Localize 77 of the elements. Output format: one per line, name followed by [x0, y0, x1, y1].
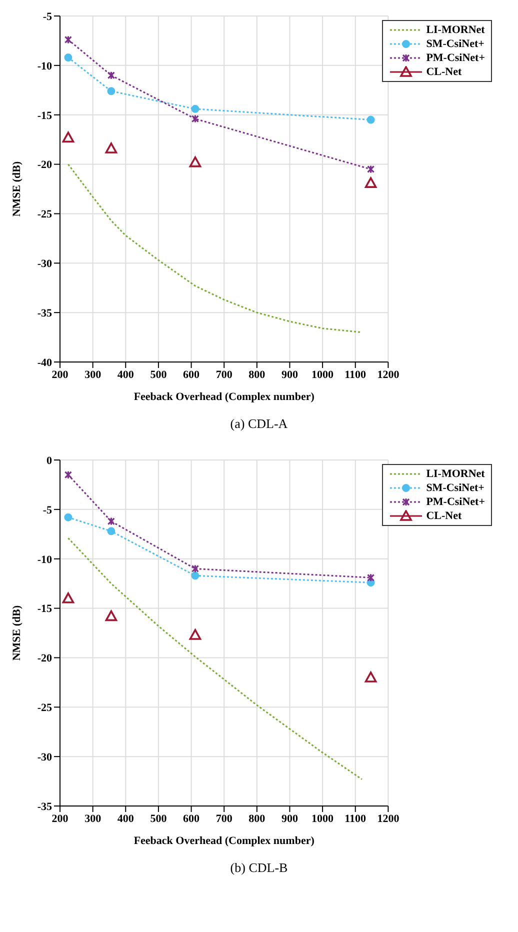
y-tick-label: -20: [37, 159, 52, 172]
point: [364, 177, 377, 188]
point: [364, 672, 377, 682]
point: [189, 629, 202, 640]
legend-label: SM-CsiNet+: [426, 482, 484, 494]
x-tick-label: 500: [150, 812, 168, 825]
x-tick-label: 300: [84, 812, 102, 825]
x-tick-label: 200: [52, 368, 69, 381]
y-tick-label: -25: [37, 702, 52, 714]
x-tick-label: 1000: [312, 812, 334, 825]
point: [191, 114, 200, 124]
y-tick-label: -15: [37, 603, 52, 616]
x-tick-label: 300: [84, 368, 102, 381]
x-tick-label: 400: [117, 368, 134, 381]
point: [62, 132, 74, 142]
point: [366, 164, 375, 174]
x-tick-label: 1100: [344, 812, 367, 825]
x-tick-label: 600: [183, 368, 200, 381]
point: [64, 54, 72, 62]
x-tick-label: 700: [216, 812, 233, 825]
legend-label: PM-CsiNet+: [426, 52, 485, 64]
y-tick-label: -25: [37, 208, 52, 221]
x-tick-label: 1200: [377, 812, 400, 825]
y-tick-label: -35: [37, 800, 52, 813]
y-tick-label: -30: [37, 751, 52, 764]
legend-label: LI-MORNet: [426, 24, 485, 36]
y-tick-label: -5: [42, 10, 52, 23]
x-tick-label: 200: [52, 812, 69, 825]
y-tick-label: -10: [37, 60, 52, 72]
line-series: [67, 164, 363, 334]
point: [191, 104, 200, 113]
text: (b) CDL-B: [229, 860, 289, 876]
x-axis-title: Feeback Overhead (Complex number): [134, 835, 315, 847]
line-series: [67, 537, 363, 780]
point: [64, 35, 72, 44]
x-tick-label: 1000: [312, 368, 334, 381]
point: [64, 513, 72, 522]
y-tick-label: 0: [46, 454, 52, 467]
x-tick-label: 1200: [377, 368, 400, 381]
legend-label: PM-CsiNet+: [426, 496, 485, 508]
y-tick-label: -30: [37, 258, 52, 270]
x-tick-label: 800: [248, 368, 266, 381]
y-axis-title: NMSE (dB): [10, 605, 23, 661]
point: [62, 592, 74, 604]
legend-label: CL-Net: [426, 510, 462, 522]
legend-label: LI-MORNet: [426, 468, 485, 480]
point: [107, 527, 116, 536]
x-tick-label: 500: [150, 368, 168, 381]
x-axis-title: Feeback Overhead (Complex number): [134, 391, 315, 403]
point: [107, 87, 116, 96]
text: (a) CDL-A: [229, 416, 289, 432]
point: [191, 564, 200, 574]
y-axis-title: NMSE (dB): [10, 161, 23, 217]
x-tick-label: 700: [216, 368, 233, 381]
point: [189, 156, 202, 168]
point: [366, 116, 375, 124]
point: [191, 572, 200, 580]
point: [105, 142, 118, 154]
point: [366, 573, 375, 582]
x-tick-label: 1100: [344, 368, 367, 381]
point: [64, 470, 72, 480]
x-tick-label: 600: [183, 812, 200, 825]
y-tick-label: -20: [37, 652, 52, 665]
y-tick-label: -15: [37, 110, 52, 122]
x-tick-label: 900: [281, 368, 298, 381]
legend-label: SM-CsiNet+: [426, 38, 484, 50]
x-tick-label: 900: [281, 812, 298, 825]
y-tick-label: -40: [37, 356, 52, 369]
x-tick-label: 400: [117, 812, 134, 825]
point: [105, 610, 118, 622]
y-tick-label: -35: [37, 307, 52, 320]
y-tick-label: -10: [37, 554, 52, 566]
point: [107, 71, 115, 80]
point: [107, 516, 115, 526]
y-tick-label: -5: [42, 504, 52, 516]
x-tick-label: 800: [248, 812, 266, 825]
legend-label: CL-Net: [426, 66, 462, 78]
